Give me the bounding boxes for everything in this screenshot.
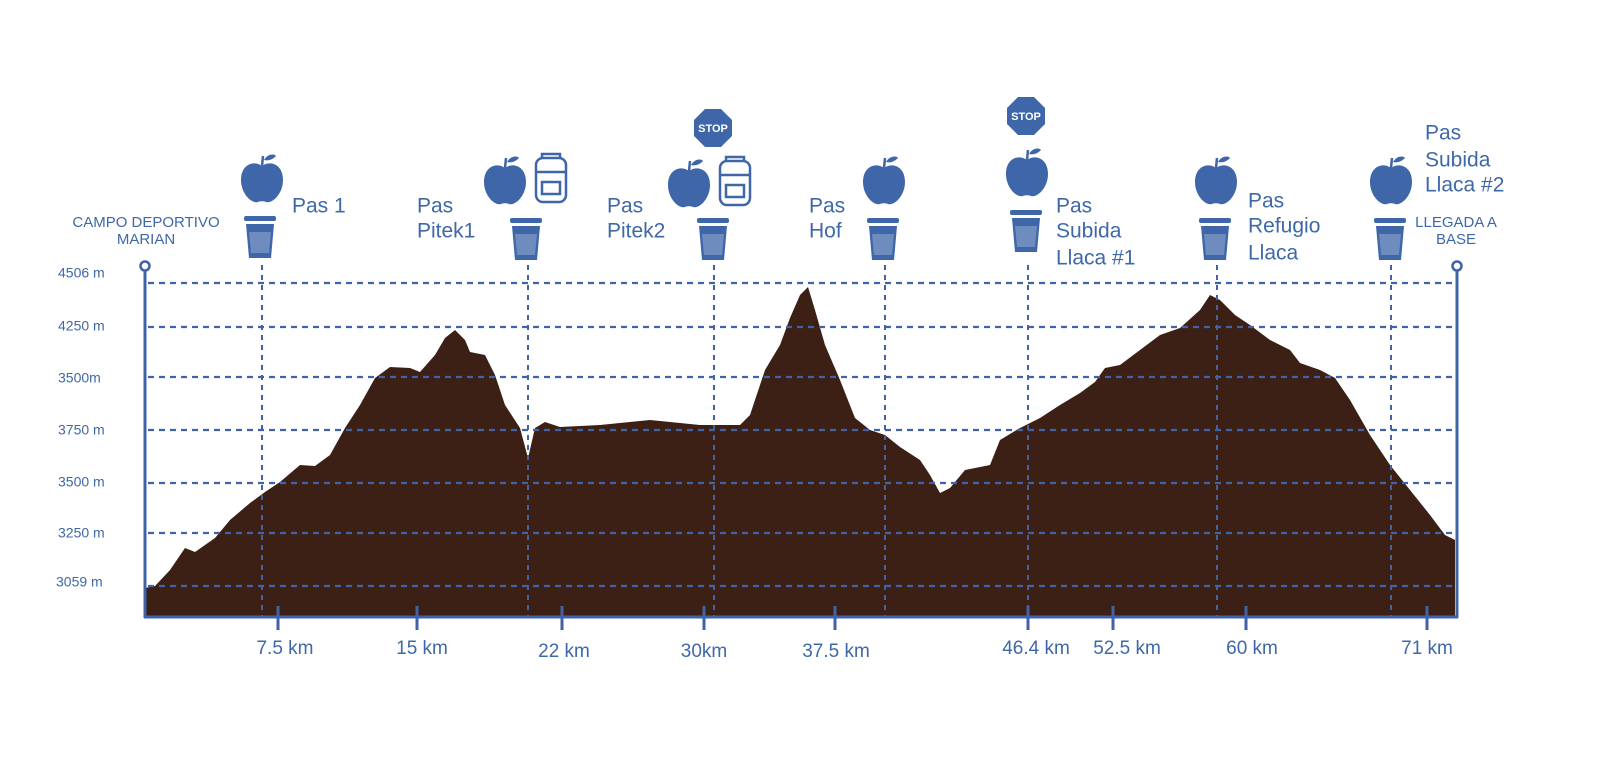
elevation-labels: 4506 m 4250 m 3500m 3750 m 3500 m 3250 m… [56,265,105,590]
station-label: Pas 1 [292,195,346,218]
elevation-label: 4506 m [58,265,105,281]
station-label: Pas [809,195,845,218]
end-label: BASE [1436,231,1476,248]
start-marker [139,260,151,272]
start-label: CAMPO DEPORTIVO [72,214,219,231]
bag-icon [718,155,752,207]
endpoints: CAMPO DEPORTIVO MARIAN LLEGADA A BASE [72,214,1496,248]
stop-text: STOP [698,123,728,135]
stop-text: STOP [1011,111,1041,123]
station-label: Llaca #2 [1425,174,1504,197]
station-label: Pas [607,195,643,218]
station-label: Refugio [1248,215,1320,238]
station-label: Hof [809,220,842,243]
station-icons: STOP STOP [239,97,1414,260]
station-label: Pas [1056,195,1092,218]
elevation-label: 3250 m [58,525,105,541]
axes [139,260,1463,630]
food-icon [666,158,712,209]
distance-label: 46.4 km [1002,638,1070,659]
bag-icon [534,152,568,204]
drink-icon [510,218,542,260]
drink-icon [697,218,729,260]
station-labels: Pas 1 Pas Pitek1 Pas Pitek2 Pas Hof Pas … [292,122,1504,270]
distance-label: 52.5 km [1093,638,1161,659]
food-icon [482,155,528,206]
elevation-label: 3059 m [56,574,103,590]
distance-labels: 7.5 km 15 km 22 km 30km 37.5 km 46.4 km … [256,638,1452,662]
distance-label: 15 km [396,638,448,659]
start-label: MARIAN [117,231,175,248]
elevation-label: 4250 m [58,318,105,334]
distance-label: 30km [681,641,727,662]
distance-label: 71 km [1401,638,1453,659]
elevation-label: 3500m [58,370,101,386]
drink-icon [1199,218,1231,260]
station-label: Pitek2 [607,220,665,243]
drink-icon [867,218,899,260]
station-label: Subida [1425,149,1491,172]
food-icon [1004,147,1050,198]
station-label: Llaca #1 [1056,247,1135,270]
station-lines [261,265,1392,617]
distance-label: 60 km [1226,638,1278,659]
food-icon [239,153,285,204]
station-label: Subida [1056,220,1122,243]
grid [148,281,1455,588]
distance-label: 37.5 km [802,641,870,662]
food-icon [861,155,907,206]
drink-icon [1010,210,1042,252]
elevation-label: 3750 m [58,422,105,438]
terrain-profile [145,287,1455,617]
end-label: LLEGADA A [1415,214,1497,231]
food-icon [1193,155,1239,206]
station-label: Pas [1248,190,1284,213]
distance-label: 22 km [538,641,590,662]
station-label: Pitek1 [417,220,475,243]
station-label: Llaca [1248,242,1299,265]
drink-icon [1374,218,1406,260]
elevation-label: 3500 m [58,474,105,490]
distance-label: 7.5 km [256,638,313,659]
drink-icon [244,216,276,258]
station-label: Pas [1425,122,1461,145]
end-marker [1451,260,1463,272]
station-label: Pas [417,195,453,218]
food-icon [1368,155,1414,206]
